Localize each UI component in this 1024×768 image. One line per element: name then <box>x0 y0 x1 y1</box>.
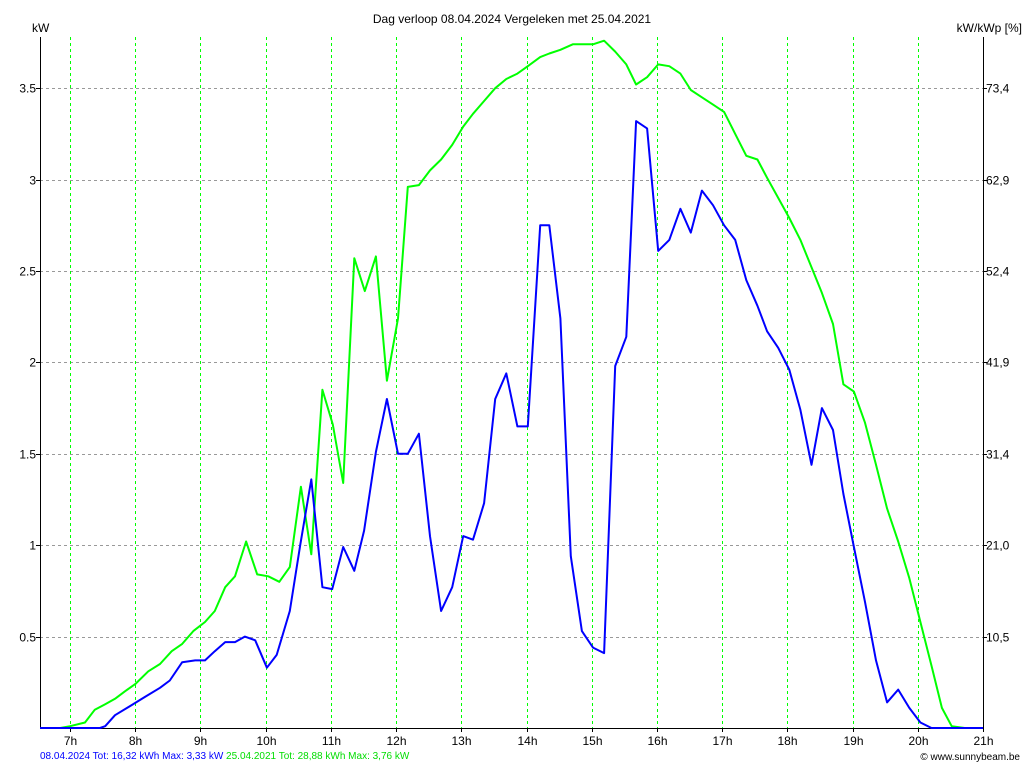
x-tick-label: 13h <box>451 734 471 748</box>
legend-series-1: 08.04.2024 Tot: 16,32 kWh Max: 3,33 kW <box>40 751 224 762</box>
x-tick-label: 7h <box>64 734 77 748</box>
x-tick-label: 15h <box>582 734 602 748</box>
x-tick-label: 19h <box>843 734 863 748</box>
x-tick-label: 12h <box>386 734 406 748</box>
x-tick-label: 18h <box>777 734 797 748</box>
y-tick-label: 3.5 <box>19 82 36 96</box>
y-right-tick-label: 31,4 <box>986 448 1010 462</box>
y-right-tick-label: 21,0 <box>986 539 1010 553</box>
y-right-tick-label: 10,5 <box>986 631 1010 645</box>
y-right-tick-label: 73,4 <box>986 82 1010 96</box>
y-axis-label: kW <box>32 21 50 35</box>
y-tick-label: 1 <box>29 539 36 553</box>
legend-series-2: 25.04.2021 Tot: 28,88 kWh Max: 3,76 kW <box>226 751 410 762</box>
x-tick-label: 9h <box>194 734 207 748</box>
y-axis-right-label: kW/kWp [%] <box>956 21 1022 35</box>
series-line-08.04.2024 <box>40 120 983 729</box>
y-tick-label: 1.5 <box>19 448 36 462</box>
chart-title: Dag verloop 08.04.2024 Vergeleken met 25… <box>372 12 652 26</box>
x-tick-label: 17h <box>712 734 732 748</box>
legend: 08.04.2024 Tot: 16,32 kWh Max: 3,33 kW 2… <box>40 751 409 762</box>
y-tick-label: 3 <box>29 174 36 188</box>
y-right-tick-label: 52,4 <box>986 265 1010 279</box>
credit-text: © www.sunnybeam.be <box>920 752 1020 763</box>
y-right-tick-label: 62,9 <box>986 174 1010 188</box>
x-tick-label: 10h <box>256 734 276 748</box>
x-tick-label: 16h <box>647 734 667 748</box>
y-tick-label: 2 <box>29 356 36 370</box>
y-right-tick-label: 41,9 <box>986 356 1010 370</box>
x-tick-label: 11h <box>322 734 341 748</box>
x-tick-label: 14h <box>517 734 537 748</box>
y-tick-label: 0.5 <box>19 631 36 645</box>
x-tick-label: 8h <box>129 734 142 748</box>
series-line-25.04.2021 <box>40 39 983 729</box>
x-tick-label: 21h <box>973 734 993 748</box>
x-tick-label: 20h <box>908 734 928 748</box>
y-tick-label: 2.5 <box>19 265 36 279</box>
